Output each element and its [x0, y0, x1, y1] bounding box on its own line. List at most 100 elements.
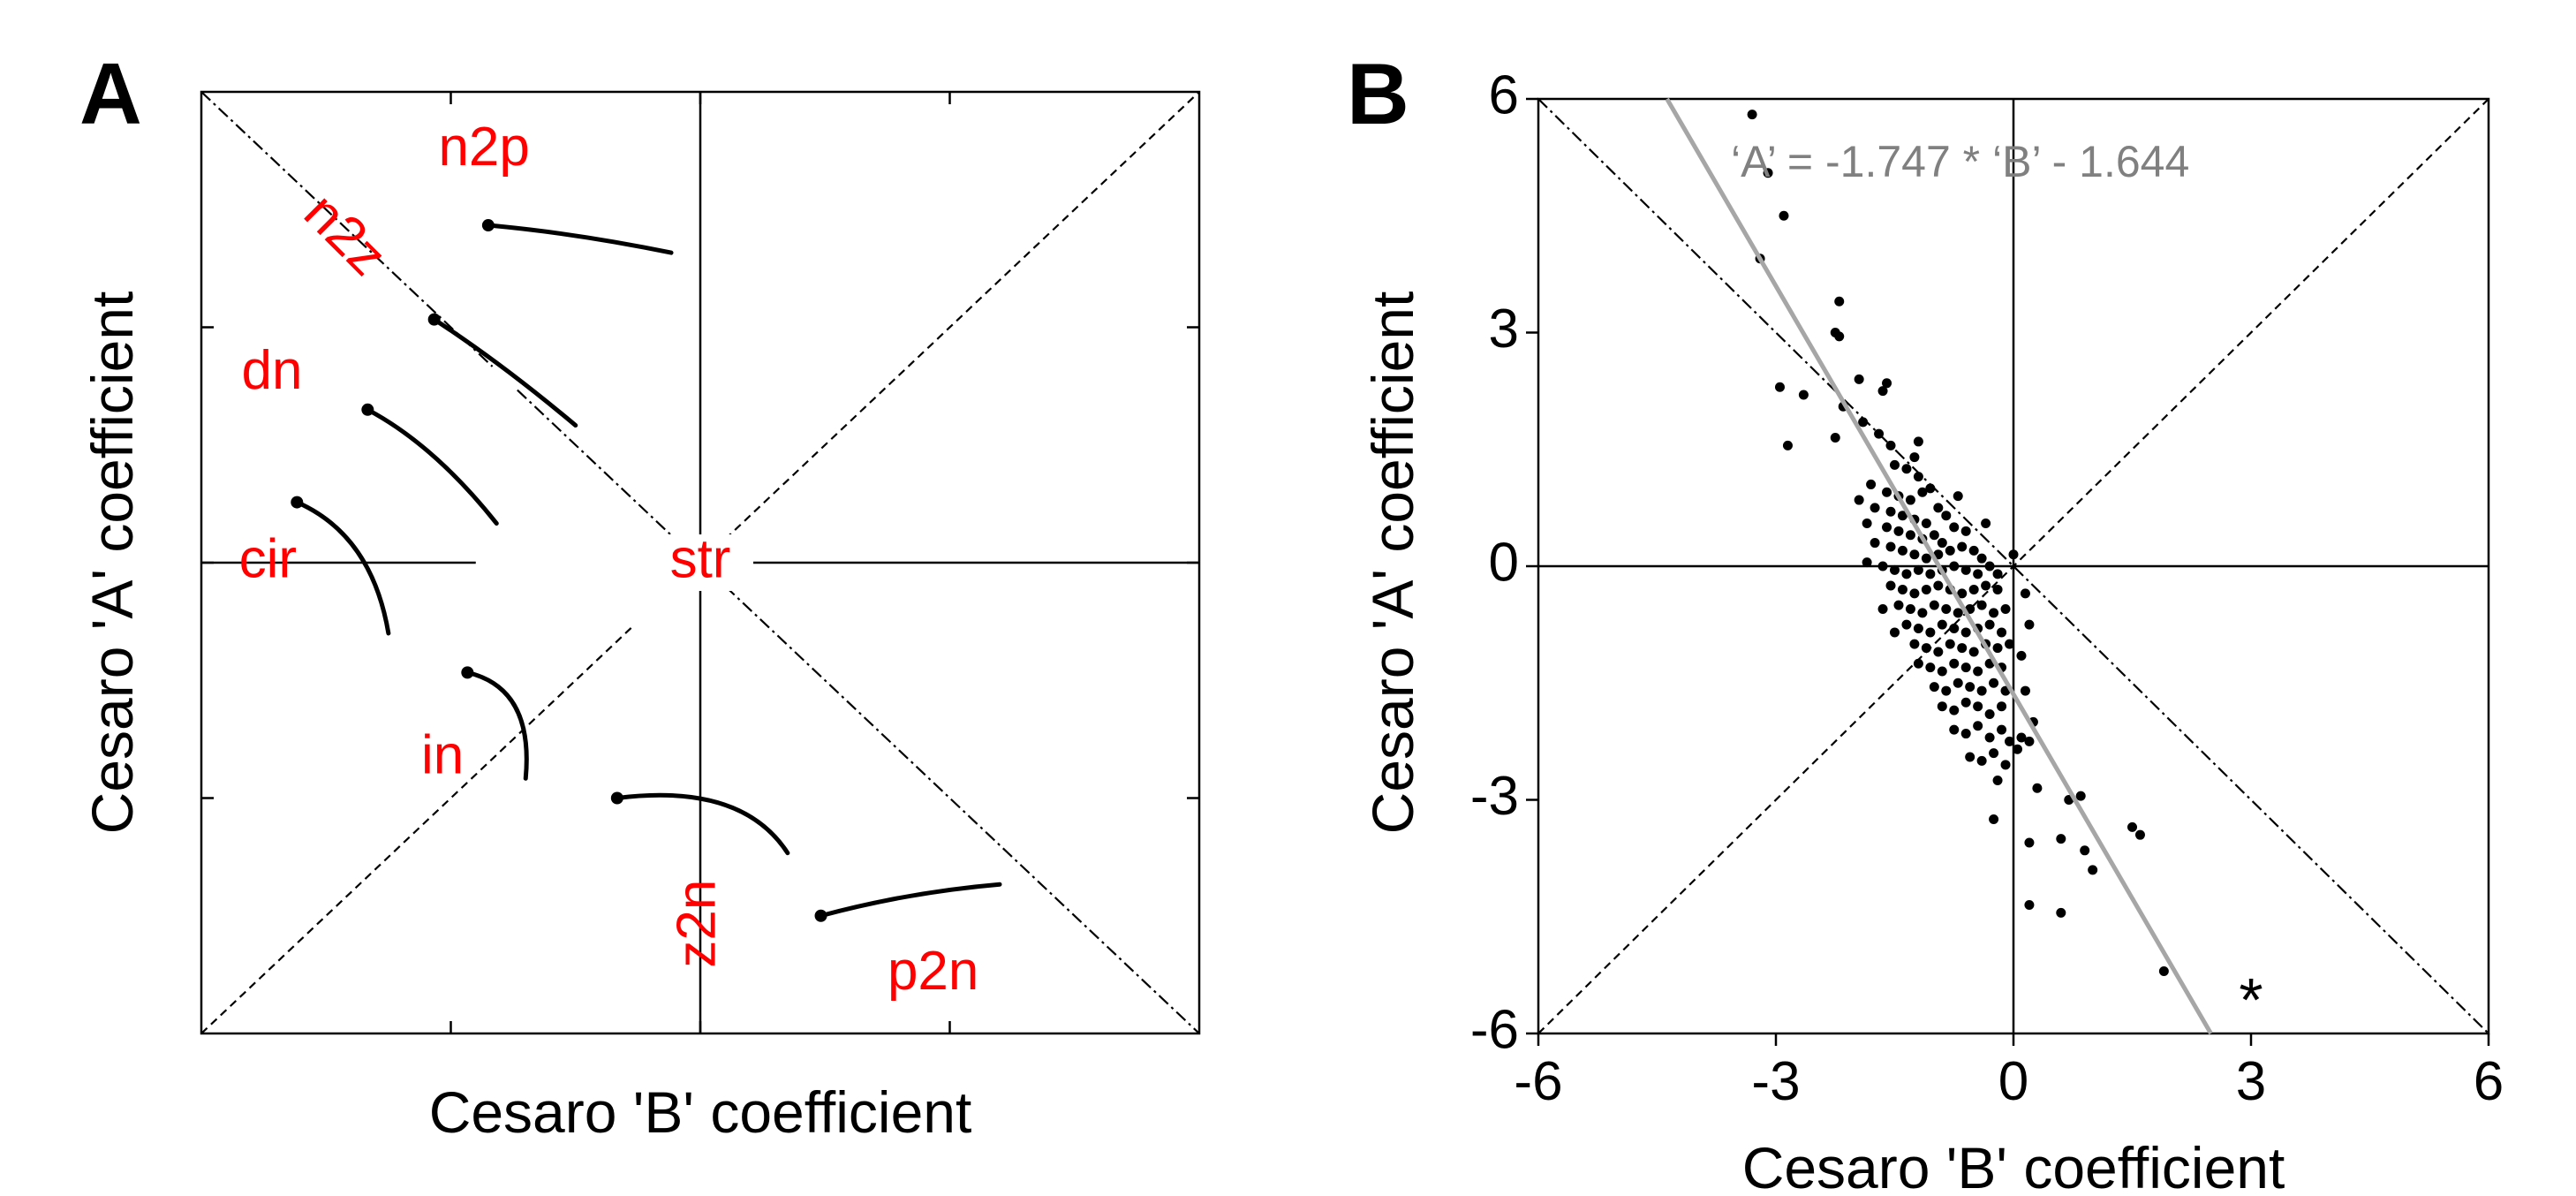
panel-b-data-point [1949, 705, 1960, 715]
panel-b-data-point [2127, 821, 2137, 832]
panel-a-curves [291, 219, 1002, 922]
panel-a-shape-curve-4 [465, 670, 529, 781]
panel-b-data-point [1992, 775, 2003, 785]
panel-a-shape-curve-2 [365, 407, 499, 526]
panel-b-negative-diagonal [1537, 98, 2489, 1034]
panel-b-data-point [2032, 783, 2043, 793]
panel-b-data-point [1981, 519, 1991, 529]
panel-b-data-point [1874, 428, 1885, 439]
panel-b-data-point [1905, 603, 1915, 614]
panel-b-data-point [2016, 732, 2027, 743]
panel-b-data-point [1866, 479, 1877, 489]
panel-b-data-point [1929, 530, 1939, 541]
panel-a-class-label-in: in [421, 724, 464, 785]
panel-b-data-point [1905, 530, 1915, 541]
panel-b-data-point [1929, 600, 1939, 610]
panel-b-data-point [2158, 965, 2169, 976]
panel-b-data-point [1997, 701, 2007, 712]
panel-b-x-tick-label: -6 [1514, 1051, 1562, 1112]
panel-b-data-point [1917, 487, 1928, 497]
panel-b-data-point [1957, 541, 1968, 552]
panel-b-data-point [1997, 724, 2007, 735]
panel-b-data-point [1973, 666, 1983, 677]
panel-a-str-label-bg [647, 534, 753, 591]
panel-b-data-point [1913, 436, 1923, 447]
panel-b-data-point [2008, 549, 2019, 560]
panel-b-data-point [1909, 639, 1920, 649]
panel-b-data-point [1976, 553, 1987, 564]
panel-b-data-point [1989, 814, 1999, 825]
panel-b-data-point [1960, 729, 1971, 739]
panel-b-data-point [2134, 829, 2145, 840]
panel-b-data-point [1949, 624, 1960, 634]
panel-b-data-point [1890, 459, 1900, 470]
panel-a-negative-diagonal-upper [200, 91, 494, 367]
panel-b-data-point [2012, 744, 2022, 754]
panel-b-data-point [1917, 608, 1928, 618]
panel-b-data-point [1949, 724, 1960, 735]
panel-b-data-point [2024, 736, 2035, 746]
panel-b-data-point [1901, 619, 1912, 630]
panel-b-data-point [1976, 600, 1987, 610]
panel-b-data-point [1981, 580, 1991, 591]
panel-b-data-point [1965, 682, 1975, 693]
panel-b-data-point [1973, 569, 1983, 579]
panel-b-data-point [2056, 834, 2066, 844]
panel-b-data-point [1937, 538, 1947, 549]
panel-b-data-point [1882, 378, 1892, 389]
panel-a-class-label-str: str [670, 528, 731, 589]
panel-b-data-point [1862, 519, 1872, 529]
panel-b-data-point [1925, 483, 1936, 494]
panel-a-class-label-z2n: z2n [666, 880, 727, 968]
panel-a-shape-curve-1 [432, 317, 578, 428]
panel-b-data-point [1779, 210, 1789, 221]
panel-b-data-point [1941, 511, 1952, 521]
panel-a-letter: A [79, 45, 142, 142]
panel-b-data-point [1909, 549, 1920, 560]
panel-b-tick-labels: -6 -3 0 3 6 -6 -3 0 3 6 [1470, 64, 2504, 1112]
panel-b-data-point [1973, 721, 1983, 731]
panel-b-data-point [1885, 541, 1896, 552]
panel-b-data-point [1945, 639, 1955, 649]
panel-b-data-point [1882, 487, 1892, 497]
panel-b-data-point [1984, 619, 1995, 630]
panel-b-data-point [1960, 697, 1971, 708]
panel-a-ticks [201, 92, 1199, 1033]
panel-b-data-point [2020, 588, 2030, 599]
panel-b-data-point [1933, 503, 1944, 513]
panel-b-data-point [1834, 331, 1845, 342]
panel-a-shape-curve-6 [819, 882, 1002, 919]
panel-a-class-label-n2z: n2z [292, 182, 397, 287]
panel-b-data-point [1960, 564, 1971, 575]
panel-b-fit-equation: ‘A’ = -1.747 * ‘B’ - 1.644 [1731, 137, 2189, 186]
panel-b-data-point [1913, 658, 1923, 669]
panel-a-positive-diagonal-lower [200, 624, 635, 1034]
panel-b-data-point [2000, 603, 2011, 614]
panel-b-data-point [2016, 650, 2027, 661]
panel-b: B -6 -3 0 3 6 -6 -3 0 3 6 ‘A’ = -1.747 * ‘B’ - 1.… [1347, 45, 2504, 1196]
panel-a-y-axis-label: Cesaro 'A' coefficient [79, 291, 145, 835]
panel-a-x-axis-label: Cesaro 'B' coefficient [429, 1079, 972, 1145]
panel-b-data-point [1992, 643, 2003, 654]
panel-a-curve-start-dot [427, 313, 441, 326]
panel-b-data-point [1782, 440, 1793, 450]
panel-b-data-point [1901, 464, 1912, 474]
panel-b-data-point [1945, 545, 1955, 556]
panel-b-data-point [1909, 588, 1920, 599]
panel-b-data-point [1885, 580, 1896, 591]
panel-b-data-point [1973, 701, 1983, 712]
panel-b-data-point [1925, 662, 1936, 673]
panel-b-data-point [1976, 685, 1987, 696]
panel-b-data-point [1957, 588, 1968, 599]
panel-b-data-point [1968, 647, 1979, 657]
panel-b-data-point [2005, 736, 2015, 746]
panel-a-curve-start-dot [461, 666, 474, 679]
panel-a: A n2p n2z dn cir str in z2n p2n Cesaro 'B' coef… [79, 45, 1201, 1145]
panel-b-data-point [1949, 522, 1960, 533]
panel-b-data-point [1925, 569, 1936, 579]
panel-b-data-point [1937, 701, 1947, 712]
panel-b-data-point [1953, 677, 1963, 688]
panel-a-class-labels: n2p n2z dn cir str in z2n p2n [239, 117, 979, 1002]
panel-a-negative-diagonal-lower [517, 389, 1200, 1034]
panel-b-asterisk-marker: * [2239, 965, 2262, 1034]
